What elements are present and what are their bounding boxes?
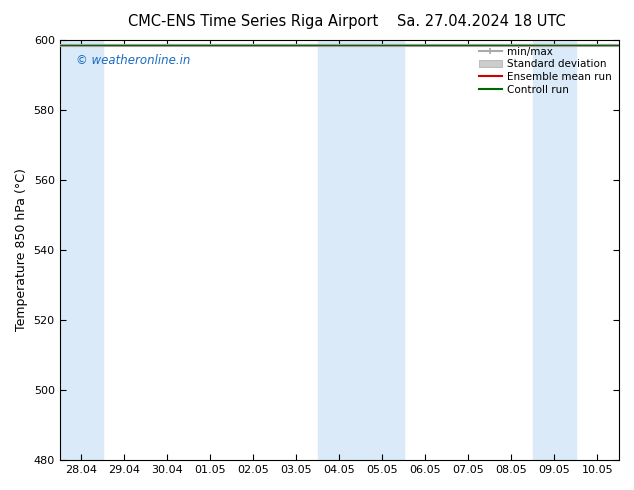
Bar [533,40,576,460]
Y-axis label: Temperature 850 hPa (°C): Temperature 850 hPa (°C) [15,169,28,331]
Text: CMC-ENS Time Series Riga Airport: CMC-ENS Time Series Riga Airport [129,14,378,29]
Legend: min/max, Standard deviation, Ensemble mean run, Controll run: min/max, Standard deviation, Ensemble me… [475,43,616,99]
Bar [318,40,404,460]
Text: Sa. 27.04.2024 18 UTC: Sa. 27.04.2024 18 UTC [398,14,566,29]
Bar [60,40,103,460]
Text: © weatheronline.in: © weatheronline.in [77,54,191,67]
